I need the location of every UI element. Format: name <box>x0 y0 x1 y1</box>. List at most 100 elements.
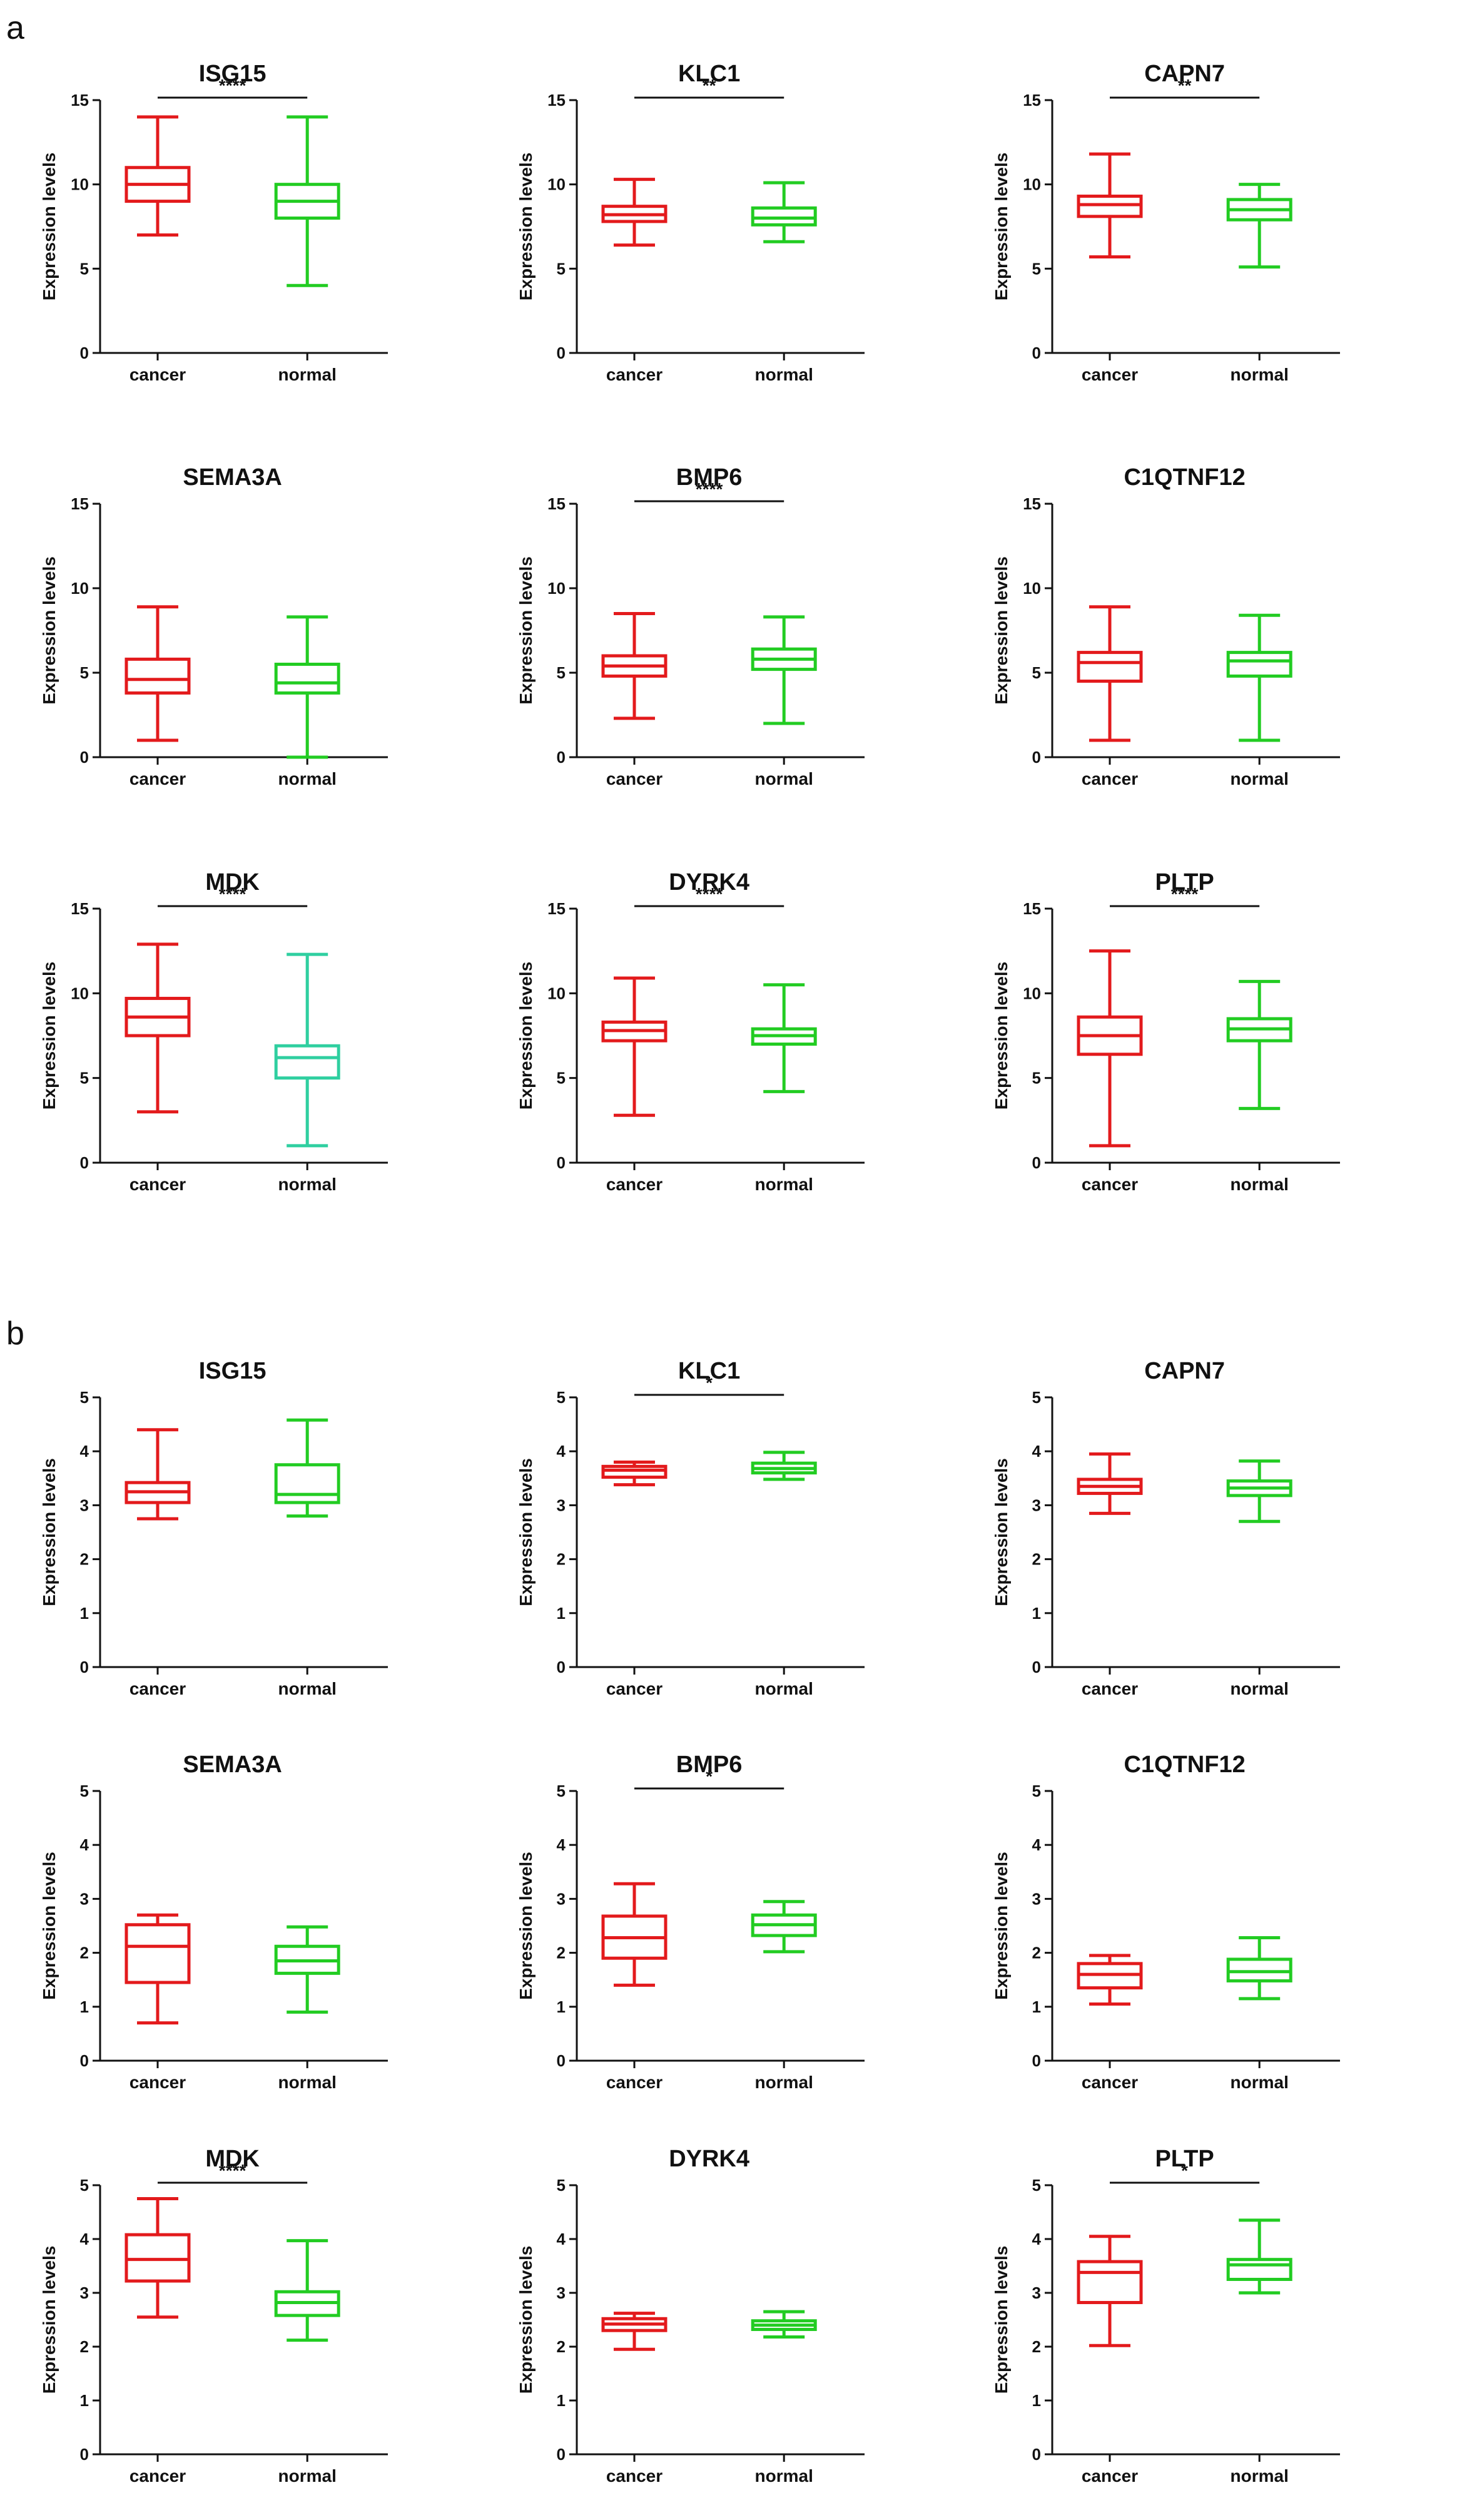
iqr-box <box>1226 651 1292 678</box>
y-tick-label: 4 <box>1032 2230 1042 2248</box>
y-tick-label: 4 <box>557 1442 566 1461</box>
y-tick-label: 15 <box>1023 899 1041 918</box>
significance-label: * <box>706 1767 713 1786</box>
y-axis-label: Expression levels <box>992 1852 1011 2000</box>
y-tick-label: 10 <box>547 984 566 1002</box>
chart-b-bmp6: BMP6 0 1 2 3 4 5 Expression levels cancer normal * <box>516 1752 865 2092</box>
chart-title: KLC1 <box>678 1358 740 1384</box>
y-tick-label: 2 <box>80 1944 89 1962</box>
chart-a-isg15: ISG15 0 5 10 15 Expression levels cancer normal… <box>39 61 388 384</box>
y-tick-label: 3 <box>1032 1496 1041 1514</box>
y-tick-label: 1 <box>80 2391 89 2410</box>
x-tick-label-normal: normal <box>755 1175 813 1194</box>
iqr-box <box>1226 2258 1292 2281</box>
chart-a-bmp6: BMP6 0 5 10 15 Expression levels cancer normal *… <box>516 464 865 788</box>
chart-a-pltp: PLTP 0 5 10 15 Expression levels cancer normal *… <box>992 869 1340 1194</box>
y-tick-label: 4 <box>1032 1442 1042 1461</box>
y-tick-label: 15 <box>71 494 89 513</box>
y-tick-label: 2 <box>1032 2337 1041 2356</box>
y-tick-label: 1 <box>557 1604 566 1623</box>
box-cancer <box>601 178 668 247</box>
x-tick-label-cancer: cancer <box>1082 1679 1138 1698</box>
chart-title: SEMA3A <box>183 1752 282 1778</box>
y-tick-label: 15 <box>71 91 89 110</box>
x-tick-label-normal: normal <box>278 769 337 788</box>
box-cancer <box>124 115 191 237</box>
box-cancer <box>124 605 191 742</box>
chart-title: MDK <box>205 2146 260 2172</box>
y-axis-label: Expression levels <box>992 556 1011 705</box>
y-tick-label: 4 <box>80 2230 89 2248</box>
x-tick-label-normal: normal <box>278 2073 337 2092</box>
box-normal <box>274 1925 340 2014</box>
chart-title: PLTP <box>1155 869 1214 895</box>
panel-label-a: a <box>6 10 24 46</box>
y-tick-label: 0 <box>557 344 566 362</box>
y-tick-label: 0 <box>80 1658 89 1676</box>
y-tick-label: 15 <box>547 91 566 110</box>
box-normal <box>751 983 817 1093</box>
y-tick-label: 5 <box>80 1388 89 1407</box>
box-cancer <box>1077 1452 1143 1515</box>
x-tick-label-cancer: cancer <box>606 2466 662 2486</box>
box-normal <box>274 952 340 1148</box>
y-axis-label: Expression levels <box>39 556 59 705</box>
chart-title: KLC1 <box>678 61 740 87</box>
iqr-box <box>751 206 817 227</box>
significance-label: * <box>706 1373 713 1392</box>
x-tick-label-cancer: cancer <box>129 365 186 384</box>
y-tick-label: 0 <box>557 2445 566 2464</box>
y-tick-label: 0 <box>80 2445 89 2464</box>
y-tick-label: 3 <box>80 2283 89 2302</box>
y-tick-label: 5 <box>80 663 89 682</box>
y-tick-label: 10 <box>71 984 89 1002</box>
y-tick-label: 15 <box>547 494 566 513</box>
y-tick-label: 4 <box>80 1442 89 1461</box>
chart-a-mdk: MDK 0 5 10 15 Expression levels cancer normal **… <box>39 869 388 1194</box>
chart-title: BMP6 <box>676 464 743 491</box>
x-tick-label-cancer: cancer <box>606 365 662 384</box>
chart-title: ISG15 <box>199 61 266 87</box>
y-axis-label: Expression levels <box>39 153 59 301</box>
x-tick-label-normal: normal <box>278 2466 337 2486</box>
y-tick-label: 1 <box>557 2391 566 2410</box>
iqr-box <box>124 2233 191 2283</box>
y-tick-label: 5 <box>557 2176 566 2195</box>
iqr-box <box>1077 2260 1143 2304</box>
chart-b-sema3a: SEMA3A 0 1 2 3 4 5 Expression levels cancer norma… <box>39 1752 388 2092</box>
y-tick-label: 3 <box>557 1496 566 1514</box>
y-tick-label: 3 <box>80 1889 89 1908</box>
x-tick-label-cancer: cancer <box>1082 1175 1138 1194</box>
y-tick-label: 4 <box>80 1835 89 1854</box>
y-tick-label: 15 <box>1023 91 1041 110</box>
y-tick-label: 3 <box>557 2283 566 2302</box>
box-normal <box>274 615 340 759</box>
chart-title: SEMA3A <box>183 464 282 491</box>
x-tick-label-cancer: cancer <box>129 1175 186 1194</box>
y-tick-label: 5 <box>1032 259 1041 278</box>
y-tick-label: 5 <box>80 259 89 278</box>
box-normal <box>1226 613 1292 742</box>
y-tick-label: 3 <box>1032 2283 1041 2302</box>
y-axis-label: Expression levels <box>39 1458 59 1606</box>
y-tick-label: 4 <box>557 1835 566 1854</box>
y-tick-label: 10 <box>547 579 566 598</box>
y-tick-label: 0 <box>557 1153 566 1172</box>
significance-label: **** <box>219 76 246 95</box>
y-tick-label: 15 <box>547 899 566 918</box>
y-tick-label: 3 <box>1032 1889 1041 1908</box>
box-cancer <box>124 1428 191 1521</box>
x-tick-label-cancer: cancer <box>606 2073 662 2092</box>
y-tick-label: 1 <box>80 1604 89 1623</box>
y-tick-label: 4 <box>1032 1835 1042 1854</box>
x-tick-label-normal: normal <box>1231 365 1289 384</box>
significance-label: ** <box>703 76 716 95</box>
y-tick-label: 2 <box>1032 1550 1041 1569</box>
y-tick-label: 15 <box>1023 494 1041 513</box>
y-tick-label: 0 <box>80 1153 89 1172</box>
x-tick-label-cancer: cancer <box>606 769 662 788</box>
x-tick-label-normal: normal <box>755 1679 813 1698</box>
y-tick-label: 10 <box>1023 175 1041 194</box>
